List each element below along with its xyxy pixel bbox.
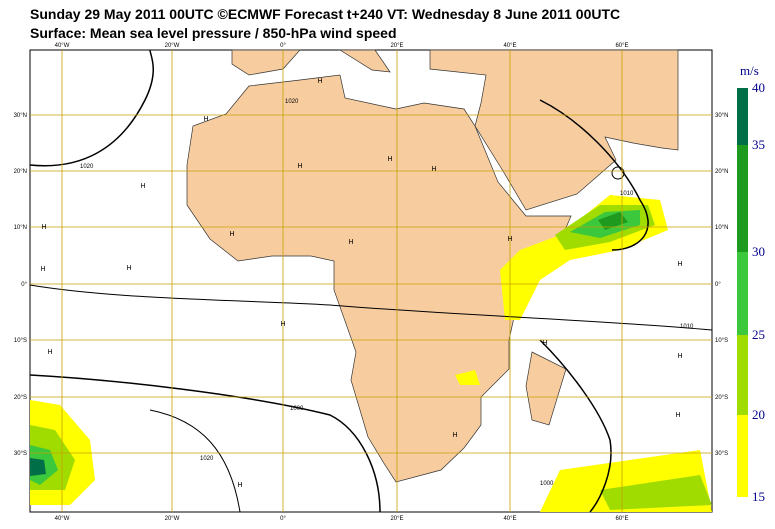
pressure-label: 1000 <box>290 406 304 412</box>
high-marker: H <box>280 321 285 328</box>
wind-15 <box>455 370 480 385</box>
colorbar: m/s <box>737 63 759 497</box>
isobar <box>29 374 381 513</box>
low-centre <box>611 166 625 180</box>
pressure-label: 1010 <box>620 191 634 197</box>
colorbar-segment <box>737 415 748 497</box>
latitude-label: 30°N <box>715 113 728 119</box>
longitude-label: 40°W <box>55 43 70 49</box>
pressure-label: 1020 <box>200 456 214 462</box>
latitude-label: 30°S <box>715 451 728 457</box>
high-marker: H <box>431 166 436 173</box>
isobar <box>539 99 649 251</box>
latitude-label: 10°S <box>715 338 728 344</box>
pressure-label: 1010 <box>680 324 694 330</box>
longitude-label: 60°E <box>615 43 628 49</box>
map-area <box>29 49 713 513</box>
isobars <box>29 49 713 513</box>
latitude-label: 20°S <box>715 395 728 401</box>
longitude-label: 60°E <box>615 516 628 522</box>
isobar <box>29 49 154 167</box>
latitude-label: 20°N <box>715 169 728 175</box>
high-marker: H <box>237 482 242 489</box>
latitude-label: 0° <box>715 282 721 288</box>
pressure-label: 1000 <box>540 481 554 487</box>
high-marker: H <box>297 163 302 170</box>
latitude-label: 10°N <box>715 225 728 231</box>
high-marker: H <box>317 78 322 85</box>
longitude-label: 40°E <box>503 43 516 49</box>
colorbar-segment <box>737 145 748 252</box>
wind-35 <box>30 458 46 476</box>
high-marker: H <box>542 340 547 347</box>
colorbar-segment <box>737 252 748 335</box>
longitude-label: 20°W <box>165 516 180 522</box>
high-marker: H <box>507 236 512 243</box>
longitude-label: 40°W <box>55 516 70 522</box>
high-marker: H <box>41 224 46 231</box>
isobar <box>149 409 241 513</box>
madagascar <box>525 351 567 426</box>
latitude-label: 10°S <box>14 338 27 344</box>
isobar <box>29 284 713 331</box>
isobar <box>539 339 612 513</box>
high-marker: H <box>677 353 682 360</box>
high-marker: H <box>47 349 52 356</box>
high-marker: H <box>229 231 234 238</box>
latitude-label: 20°S <box>14 395 27 401</box>
asia <box>429 49 679 211</box>
wind-20 <box>600 475 712 510</box>
pressure-label: 1020 <box>285 99 299 105</box>
title-line1: Sunday 29 May 2011 00UTC ©ECMWF Forecast… <box>30 6 620 22</box>
high-marker: H <box>677 261 682 268</box>
high-marker: H <box>452 432 457 439</box>
longitude-label: 40°E <box>503 516 516 522</box>
colorbar-tick-label: 30 <box>752 244 765 259</box>
latitude-label: 30°N <box>14 113 27 119</box>
wind-30 <box>598 212 628 230</box>
colorbar-tick-label: 35 <box>752 137 765 152</box>
colorbar-tick-label: 25 <box>752 327 765 342</box>
longitude-label: 20°E <box>390 43 403 49</box>
latitude-label: 20°N <box>14 169 27 175</box>
high-marker: H <box>675 412 680 419</box>
high-marker: H <box>40 266 45 273</box>
pressure-label: 1020 <box>80 164 94 170</box>
colorbar-segment <box>737 335 748 415</box>
longitude-label: 0° <box>280 43 286 49</box>
high-marker: H <box>126 265 131 272</box>
latitude-label: 10°N <box>14 225 27 231</box>
wind-shading <box>30 195 712 512</box>
colorbar-tick-label: 40 <box>752 80 765 95</box>
high-marker: H <box>203 116 208 123</box>
latitude-label: 0° <box>21 282 27 288</box>
colorbar-segment <box>737 88 748 145</box>
longitude-label: 20°E <box>390 516 403 522</box>
high-marker: H <box>140 183 145 190</box>
colorbar-tick-label: 15 <box>752 489 765 504</box>
colorbar-tick-label: 20 <box>752 407 765 422</box>
high-marker: H <box>387 156 392 163</box>
longitude-label: 20°W <box>165 43 180 49</box>
high-marker: H <box>348 239 353 246</box>
italy <box>338 49 391 73</box>
colorbar-unit: m/s <box>740 63 759 78</box>
longitude-label: 0° <box>280 516 286 522</box>
title-line2: Surface: Mean sea level pressure / 850-h… <box>30 25 397 41</box>
latitude-label: 30°S <box>14 451 27 457</box>
